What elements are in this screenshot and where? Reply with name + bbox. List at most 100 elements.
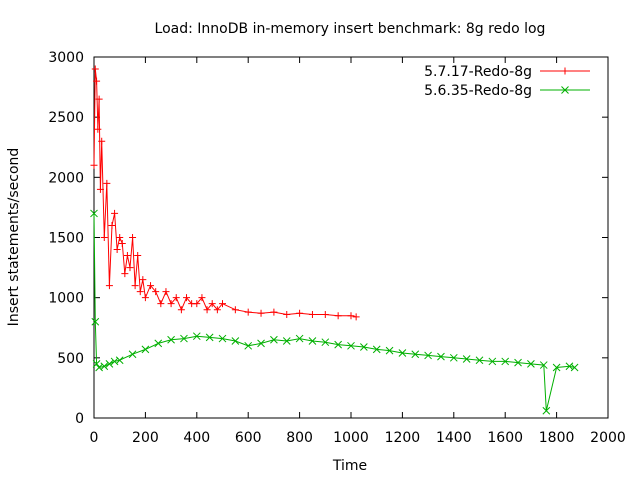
data-point bbox=[141, 345, 150, 354]
data-point bbox=[542, 406, 551, 415]
data-point bbox=[91, 65, 99, 73]
data-point bbox=[118, 240, 126, 248]
data-point bbox=[154, 339, 163, 348]
y-tick-label: 2000 bbox=[48, 170, 84, 186]
data-point bbox=[152, 288, 160, 296]
data-point bbox=[385, 346, 394, 355]
data-point bbox=[183, 294, 191, 302]
data-point bbox=[98, 137, 106, 145]
data-point bbox=[100, 234, 108, 241]
x-tick-label: 200 bbox=[132, 430, 159, 446]
data-point bbox=[180, 334, 188, 343]
data-point bbox=[167, 335, 175, 344]
data-point bbox=[100, 362, 109, 371]
data-point bbox=[136, 288, 144, 296]
data-point bbox=[131, 282, 139, 290]
data-point bbox=[527, 359, 535, 368]
series-line-2 bbox=[93, 213, 575, 411]
data-point bbox=[321, 338, 330, 347]
x-tick-label: 800 bbox=[286, 430, 313, 446]
data-point bbox=[244, 308, 252, 316]
x-tick-label: 1200 bbox=[385, 430, 421, 446]
legend-label-2: 5.6.35-Redo-8g bbox=[424, 83, 532, 99]
series-line-1 bbox=[93, 68, 357, 318]
data-point bbox=[162, 288, 170, 296]
legend-marker-2 bbox=[561, 86, 569, 94]
data-point bbox=[208, 300, 216, 308]
x-tick-label: 1600 bbox=[487, 430, 523, 446]
data-point bbox=[231, 337, 240, 345]
data-point bbox=[177, 306, 185, 314]
data-point bbox=[203, 306, 211, 314]
data-point bbox=[213, 306, 221, 314]
data-point bbox=[105, 282, 113, 290]
data-point bbox=[95, 95, 103, 103]
legend: 5.7.17-Redo-8g 5.6.35-Redo-8g bbox=[424, 64, 590, 99]
y-tick-label: 2500 bbox=[48, 110, 84, 126]
series-2 bbox=[90, 209, 579, 415]
legend-marker-shape bbox=[561, 86, 569, 94]
data-point bbox=[552, 363, 561, 372]
y-axis-label: Insert statements/second bbox=[6, 148, 22, 327]
data-point bbox=[93, 77, 101, 85]
data-point bbox=[116, 234, 124, 241]
legend-marker-1 bbox=[561, 67, 569, 75]
data-point bbox=[398, 349, 407, 357]
data-point bbox=[283, 311, 291, 319]
data-point bbox=[308, 337, 317, 345]
data-point bbox=[95, 363, 103, 372]
y-tick-label: 3000 bbox=[48, 50, 84, 66]
x-tick-label: 1800 bbox=[539, 430, 575, 446]
data-point bbox=[90, 161, 98, 169]
data-point bbox=[90, 209, 98, 218]
data-point bbox=[193, 300, 201, 308]
data-point bbox=[352, 313, 360, 321]
data-point bbox=[134, 252, 142, 260]
data-point bbox=[115, 356, 124, 365]
x-tick-label: 1400 bbox=[436, 430, 472, 446]
data-point bbox=[94, 125, 102, 133]
data-point bbox=[123, 252, 131, 260]
data-point bbox=[321, 311, 329, 319]
data-point bbox=[231, 306, 239, 314]
data-point bbox=[92, 359, 101, 368]
data-point bbox=[501, 357, 510, 366]
data-point bbox=[121, 270, 129, 278]
data-point bbox=[205, 333, 214, 342]
data-point bbox=[218, 334, 227, 343]
legend-item-1: 5.7.17-Redo-8g bbox=[424, 64, 590, 80]
data-point bbox=[334, 312, 342, 320]
x-tick-label: 1000 bbox=[333, 430, 369, 446]
data-point bbox=[296, 309, 304, 317]
data-point bbox=[172, 294, 180, 302]
data-point bbox=[257, 309, 265, 317]
data-point bbox=[198, 294, 206, 302]
data-point bbox=[334, 340, 343, 349]
data-point bbox=[96, 185, 104, 193]
legend-marker-shape bbox=[561, 67, 569, 75]
data-point bbox=[192, 332, 201, 341]
data-point bbox=[139, 276, 147, 284]
y-tick-label: 0 bbox=[75, 411, 84, 427]
data-point bbox=[167, 300, 175, 308]
plot-area: 0 200 400 600 800 1000 1200 1400 1600 1800 2000 0 5… bbox=[48, 50, 625, 446]
data-point bbox=[129, 234, 137, 241]
data-point bbox=[147, 282, 155, 290]
data-point bbox=[308, 311, 316, 319]
data-point bbox=[347, 312, 355, 320]
y-axis: 0 500 1000 1500 2000 2500 3000 bbox=[48, 50, 608, 427]
data-point bbox=[110, 357, 119, 366]
chart-title: Load: InnoDB in-memory insert benchmark:… bbox=[155, 21, 546, 37]
data-point bbox=[437, 352, 445, 361]
data-point bbox=[103, 179, 111, 187]
data-point bbox=[462, 355, 471, 363]
x-tick-label: 2000 bbox=[590, 430, 626, 446]
data-point bbox=[219, 300, 226, 308]
data-point bbox=[108, 221, 116, 229]
data-point bbox=[244, 341, 253, 350]
y-tick-label: 1000 bbox=[48, 291, 84, 307]
data-point bbox=[257, 339, 265, 348]
data-point bbox=[424, 351, 432, 360]
data-point bbox=[372, 345, 381, 354]
